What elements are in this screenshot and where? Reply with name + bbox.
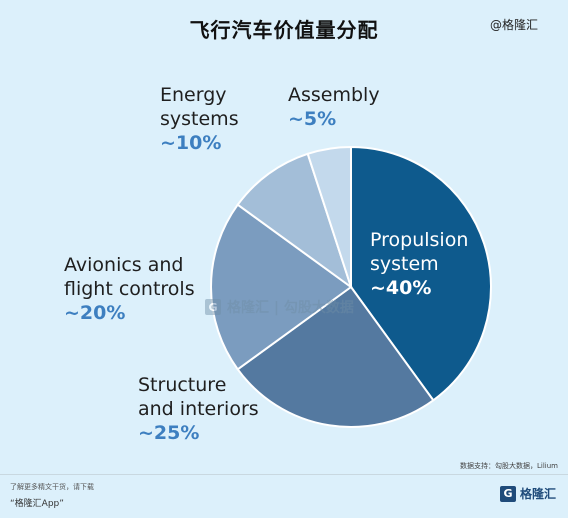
slice-label: flight controls: [64, 278, 195, 300]
slice-value-label: ~10%: [160, 132, 221, 154]
slice-label: Energy: [160, 84, 227, 106]
footer-logo-text: 格隆汇: [519, 487, 556, 501]
pie-slice: [306, 145, 352, 288]
slice-value-label: ~20%: [64, 302, 125, 324]
watermark-logo-icon: G: [205, 299, 221, 315]
slice-label: Assembly: [288, 84, 380, 106]
center-watermark: G 格隆汇 | 勾股大数据: [205, 297, 354, 317]
footer-line1: 了解更多精文干货，请下载: [10, 483, 94, 491]
slice-label: and interiors: [138, 398, 259, 420]
slice-label: systems: [160, 108, 239, 130]
footer-divider: [0, 474, 568, 475]
pie-slice: [350, 145, 492, 402]
slice-label: Structure: [138, 374, 226, 396]
slice-label: Propulsion: [370, 229, 468, 251]
watermark-top-right: @格隆汇: [489, 18, 538, 32]
footer-logo: G 格隆汇: [499, 485, 556, 502]
pie-slice: [236, 285, 435, 428]
slice-value-label: ~40%: [370, 277, 431, 299]
footer-line2: “格隆汇App”: [10, 499, 64, 509]
center-watermark-text: 格隆汇 | 勾股大数据: [227, 300, 354, 316]
slice-value-label: ~5%: [288, 108, 336, 130]
source-note: 数据支持：勾股大数据，Lilium: [460, 462, 558, 470]
pie-slice: [236, 152, 353, 290]
chart-title: 飞行汽车价值量分配: [189, 18, 379, 42]
logo-icon: G: [499, 485, 516, 502]
slice-value-label: ~25%: [138, 422, 199, 444]
pie-slice: [210, 203, 353, 371]
slice-label: Avionics and: [64, 254, 183, 276]
slice-label: system: [370, 253, 439, 275]
